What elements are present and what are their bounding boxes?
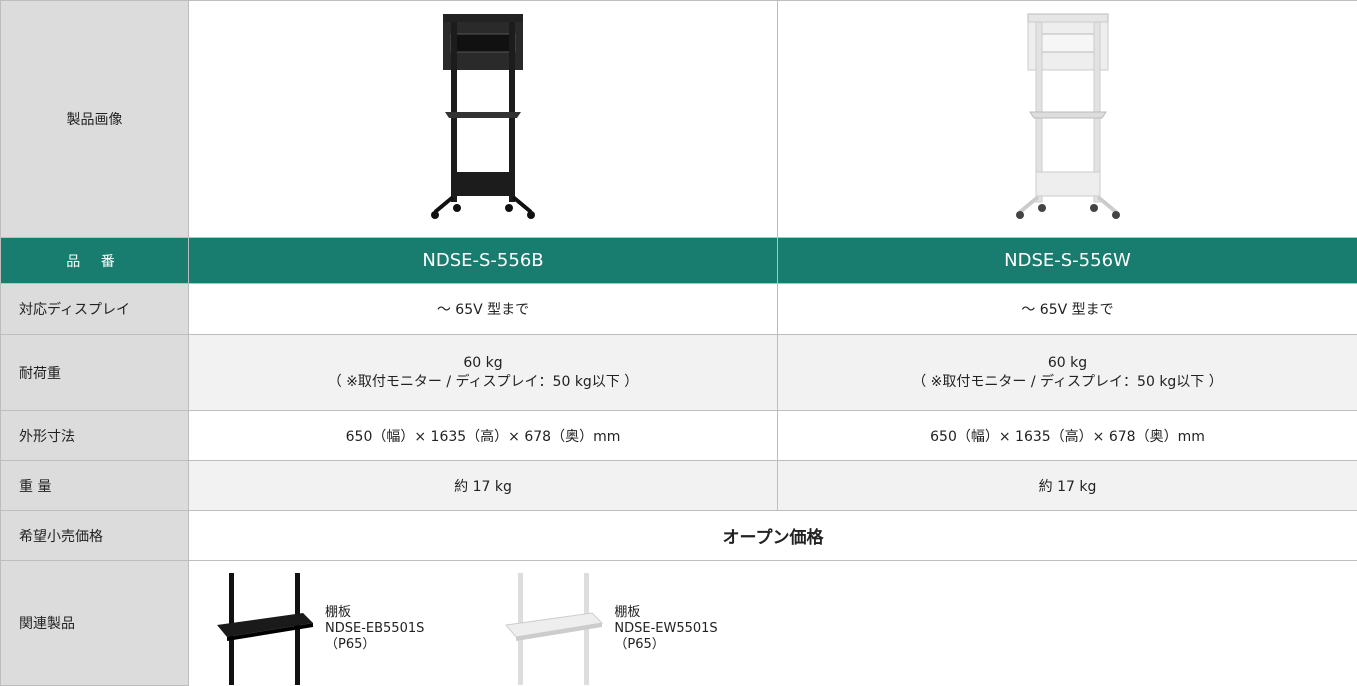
row-label: 重 量 (1, 461, 189, 511)
text: 棚板 (614, 605, 717, 621)
cell: NDSE-S-556W (778, 238, 1357, 284)
row-label: 希望小売価格 (1, 511, 189, 561)
row: 耐荷重 60 kg（ ※取付モニター / ディスプレイ：50 kg以下 ） 60… (1, 335, 1357, 411)
row: 希望小売価格 オープン価格 (1, 511, 1357, 561)
product-image (189, 1, 778, 238)
text: （ ※取付モニター / ディスプレイ：50 kg以下 ） (778, 371, 1357, 391)
row-label: 関連製品 (1, 561, 189, 686)
image-row: 製品画像 (1, 1, 1357, 238)
shelf-black (215, 573, 315, 685)
cell: オープン価格 (189, 511, 1357, 561)
text: （P65） (325, 637, 424, 653)
shelf-white (504, 573, 604, 685)
cell: 60 kg（ ※取付モニター / ディスプレイ：50 kg以下 ） (778, 335, 1357, 411)
product-image (778, 1, 1357, 238)
stand-black (423, 12, 543, 222)
cell: NDSE-S-556B (189, 238, 778, 284)
cell: 約 17 kg (189, 461, 778, 511)
text: NDSE-EW5501S (614, 621, 717, 637)
row-label: 製品画像 (1, 1, 189, 238)
cell: 650（幅）× 1635（高）× 678（奥）mm (189, 411, 778, 461)
cell: 約 17 kg (778, 461, 1357, 511)
text: NDSE-EB5501S (325, 621, 424, 637)
row-label: 対応ディスプレイ (1, 284, 189, 335)
cell: 〜 65V 型まで (189, 284, 778, 335)
stand-white (1008, 12, 1128, 222)
cell: 〜 65V 型まで (778, 284, 1357, 335)
text: 60 kg (778, 355, 1357, 371)
text: （ ※取付モニター / ディスプレイ：50 kg以下 ） (189, 371, 777, 391)
row: 外形寸法 650（幅）× 1635（高）× 678（奥）mm 650（幅）× 1… (1, 411, 1357, 461)
text: （P65） (614, 637, 717, 653)
row-label: 外形寸法 (1, 411, 189, 461)
row: 重 量 約 17 kg 約 17 kg (1, 461, 1357, 511)
row-label: 品 番 (1, 238, 189, 284)
row: 対応ディスプレイ 〜 65V 型まで 〜 65V 型まで (1, 284, 1357, 335)
cell: 650（幅）× 1635（高）× 678（奥）mm (778, 411, 1357, 461)
text: 棚板 (325, 605, 424, 621)
cell: 60 kg（ ※取付モニター / ディスプレイ：50 kg以下 ） (189, 335, 778, 411)
model-row: 品 番 NDSE-S-556B NDSE-S-556W (1, 238, 1357, 284)
text: 60 kg (189, 355, 777, 371)
row-label: 耐荷重 (1, 335, 189, 411)
